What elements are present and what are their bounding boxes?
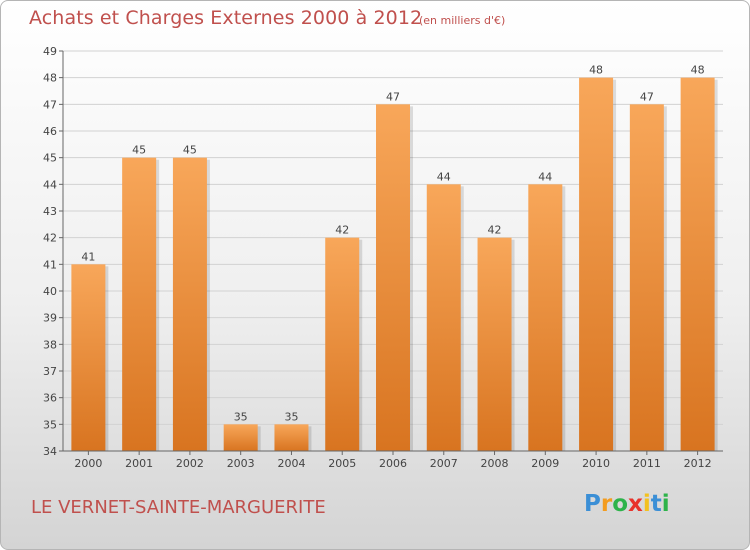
y-tick-label: 44 (43, 178, 57, 191)
y-tick-label: 38 (43, 338, 57, 351)
x-tick-label: 2010 (582, 457, 610, 470)
value-label: 48 (589, 64, 603, 77)
value-label: 41 (81, 250, 95, 263)
value-label: 35 (284, 410, 298, 423)
x-tick-label: 2012 (684, 457, 712, 470)
bar (274, 424, 309, 451)
value-label: 47 (640, 90, 654, 103)
y-tick-label: 49 (43, 45, 57, 58)
y-tick-label: 42 (43, 232, 57, 245)
value-label: 47 (386, 90, 400, 103)
value-label: 48 (691, 64, 705, 77)
bar (426, 184, 461, 452)
y-tick-label: 37 (43, 365, 57, 378)
logo-letter: t (650, 491, 662, 517)
bar (223, 424, 258, 451)
value-label: 45 (132, 144, 146, 157)
x-tick-label: 2011 (633, 457, 661, 470)
bar (528, 184, 563, 452)
logo-letter: o (612, 491, 629, 517)
y-tick-label: 41 (43, 258, 57, 271)
x-tick-label: 2002 (176, 457, 204, 470)
bar (71, 264, 106, 451)
y-tick-label: 36 (43, 392, 57, 405)
y-tick-label: 47 (43, 98, 57, 111)
value-label: 44 (538, 170, 552, 183)
logo-letter: i (661, 491, 670, 517)
commune-name: LE VERNET-SAINTE-MARGUERITE (31, 497, 326, 518)
bar (122, 157, 157, 451)
value-label: 44 (437, 170, 451, 183)
y-tick-label: 35 (43, 418, 57, 431)
bar (680, 77, 715, 452)
x-tick-label: 2004 (277, 457, 305, 470)
x-tick-label: 2008 (481, 457, 509, 470)
value-label: 42 (335, 224, 349, 237)
y-tick-label: 34 (43, 445, 57, 458)
y-tick-label: 40 (43, 285, 57, 298)
x-tick-label: 2007 (430, 457, 458, 470)
value-label: 35 (234, 410, 248, 423)
bar (325, 237, 360, 451)
x-tick-label: 2005 (328, 457, 356, 470)
bar (376, 104, 410, 451)
chart-subtitle: (en milliers d'€) (419, 14, 506, 27)
bar (172, 157, 207, 451)
bar (477, 237, 512, 451)
logo-letter: i (642, 491, 651, 517)
x-tick-label: 2000 (74, 457, 102, 470)
y-tick-label: 43 (43, 205, 57, 218)
x-tick-label: 2003 (227, 457, 255, 470)
axes: 34 35 36 37 38 39 40 41 42 43 44 45 46 47 48 49 2000 2001… (43, 45, 723, 470)
y-tick-label: 45 (43, 152, 57, 165)
proxiti-logo: Proxiti (584, 491, 670, 517)
chart-title: Achats et Charges Externes 2000 à 2012 (29, 7, 423, 29)
value-label: 45 (183, 144, 197, 157)
y-tick-label: 39 (43, 312, 57, 325)
x-tick-label: 2001 (125, 457, 153, 470)
logo-letter: P (584, 491, 601, 517)
bars: 41 45 45 35 35 42 47 44 42 44 48 47 48 (71, 64, 718, 452)
logo-letter: x (628, 491, 643, 517)
y-tick-label: 46 (43, 125, 57, 138)
x-tick-label: 2009 (531, 457, 559, 470)
value-label: 42 (488, 224, 502, 237)
bar (629, 104, 664, 451)
y-tick-label: 48 (43, 72, 57, 85)
bar (579, 77, 614, 452)
logo-letter: r (600, 491, 613, 517)
x-tick-label: 2006 (379, 457, 407, 470)
